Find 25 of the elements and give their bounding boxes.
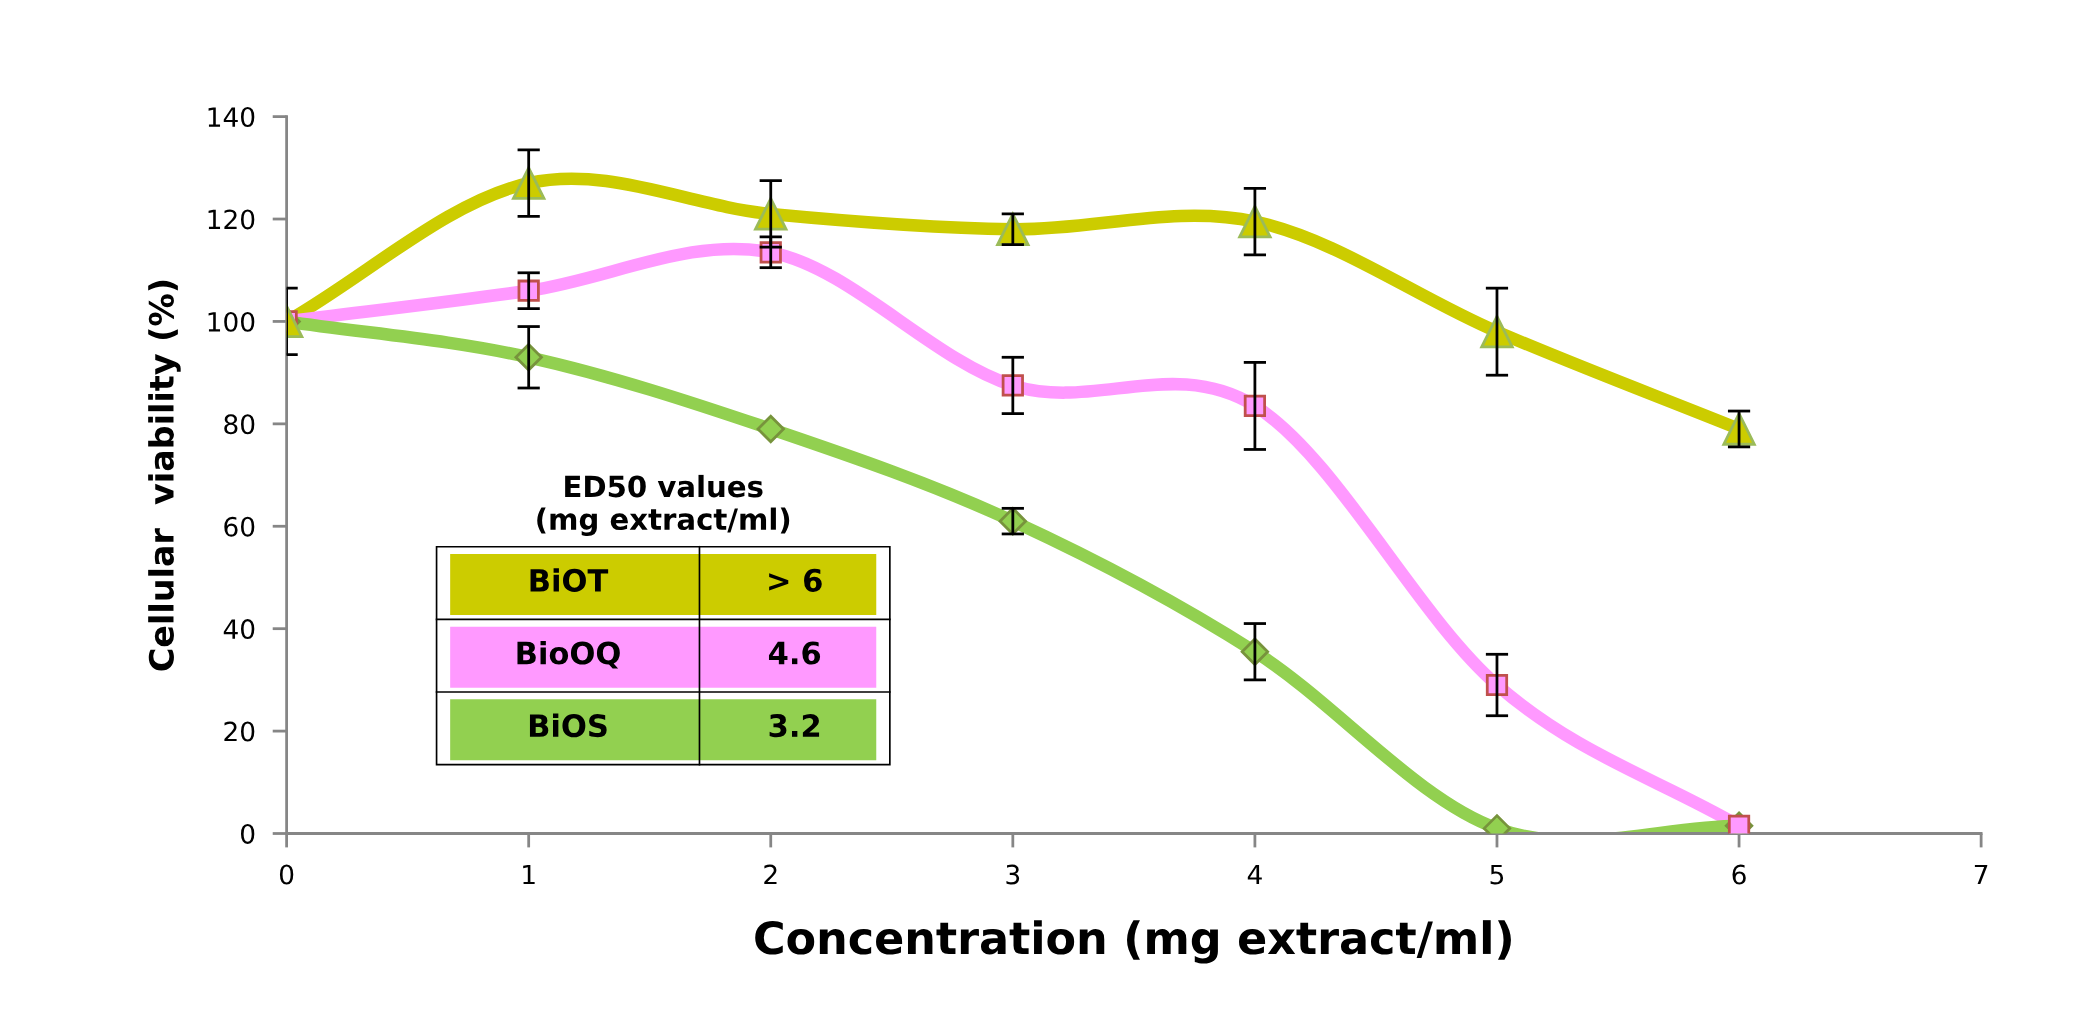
annotation: 3.2 [769,714,820,738]
text: BiOT [530,568,609,592]
y-tick-label: 100 [208,311,255,332]
annotation: ED50 values (mg extract/ml) [537,474,790,536]
x-tick-label: 7 [1974,864,1988,885]
x-tick-label: 5 [1490,864,1504,885]
text: BiOS [529,713,607,738]
y-tick-label: 140 [208,107,255,128]
text: BioOQ [517,640,620,669]
y-tick-label: 0 [241,823,255,844]
y-axis-title: Cellular viability (%) [148,280,181,671]
x-tick-label: 3 [1006,864,1020,885]
y-tick-label: 80 [224,414,255,435]
x-tick-label: 4 [1247,864,1262,885]
x-tick-label: 1 [523,864,535,885]
x-axis-title: Concentration (mg extract/ml) [755,920,1511,964]
y-tick-label: 60 [224,516,255,537]
x-tick-label: 2 [764,864,777,885]
annotation: 4.6 [768,641,821,665]
x-tick-label: 6 [1732,864,1746,885]
x-tick-label: 0 [279,864,294,885]
annotation: > 6 [769,568,822,592]
y-tick-label: 120 [208,209,255,230]
y-tick-label: 20 [224,721,255,742]
y-tick-label: 40 [223,619,255,640]
